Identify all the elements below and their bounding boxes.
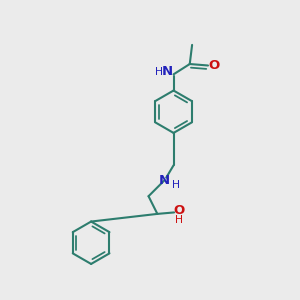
Text: H: H (155, 67, 163, 77)
Text: O: O (174, 205, 185, 218)
Text: O: O (209, 59, 220, 72)
Text: H: H (172, 180, 180, 190)
Text: H: H (176, 215, 183, 225)
Text: N: N (161, 65, 172, 79)
Text: N: N (159, 173, 170, 187)
